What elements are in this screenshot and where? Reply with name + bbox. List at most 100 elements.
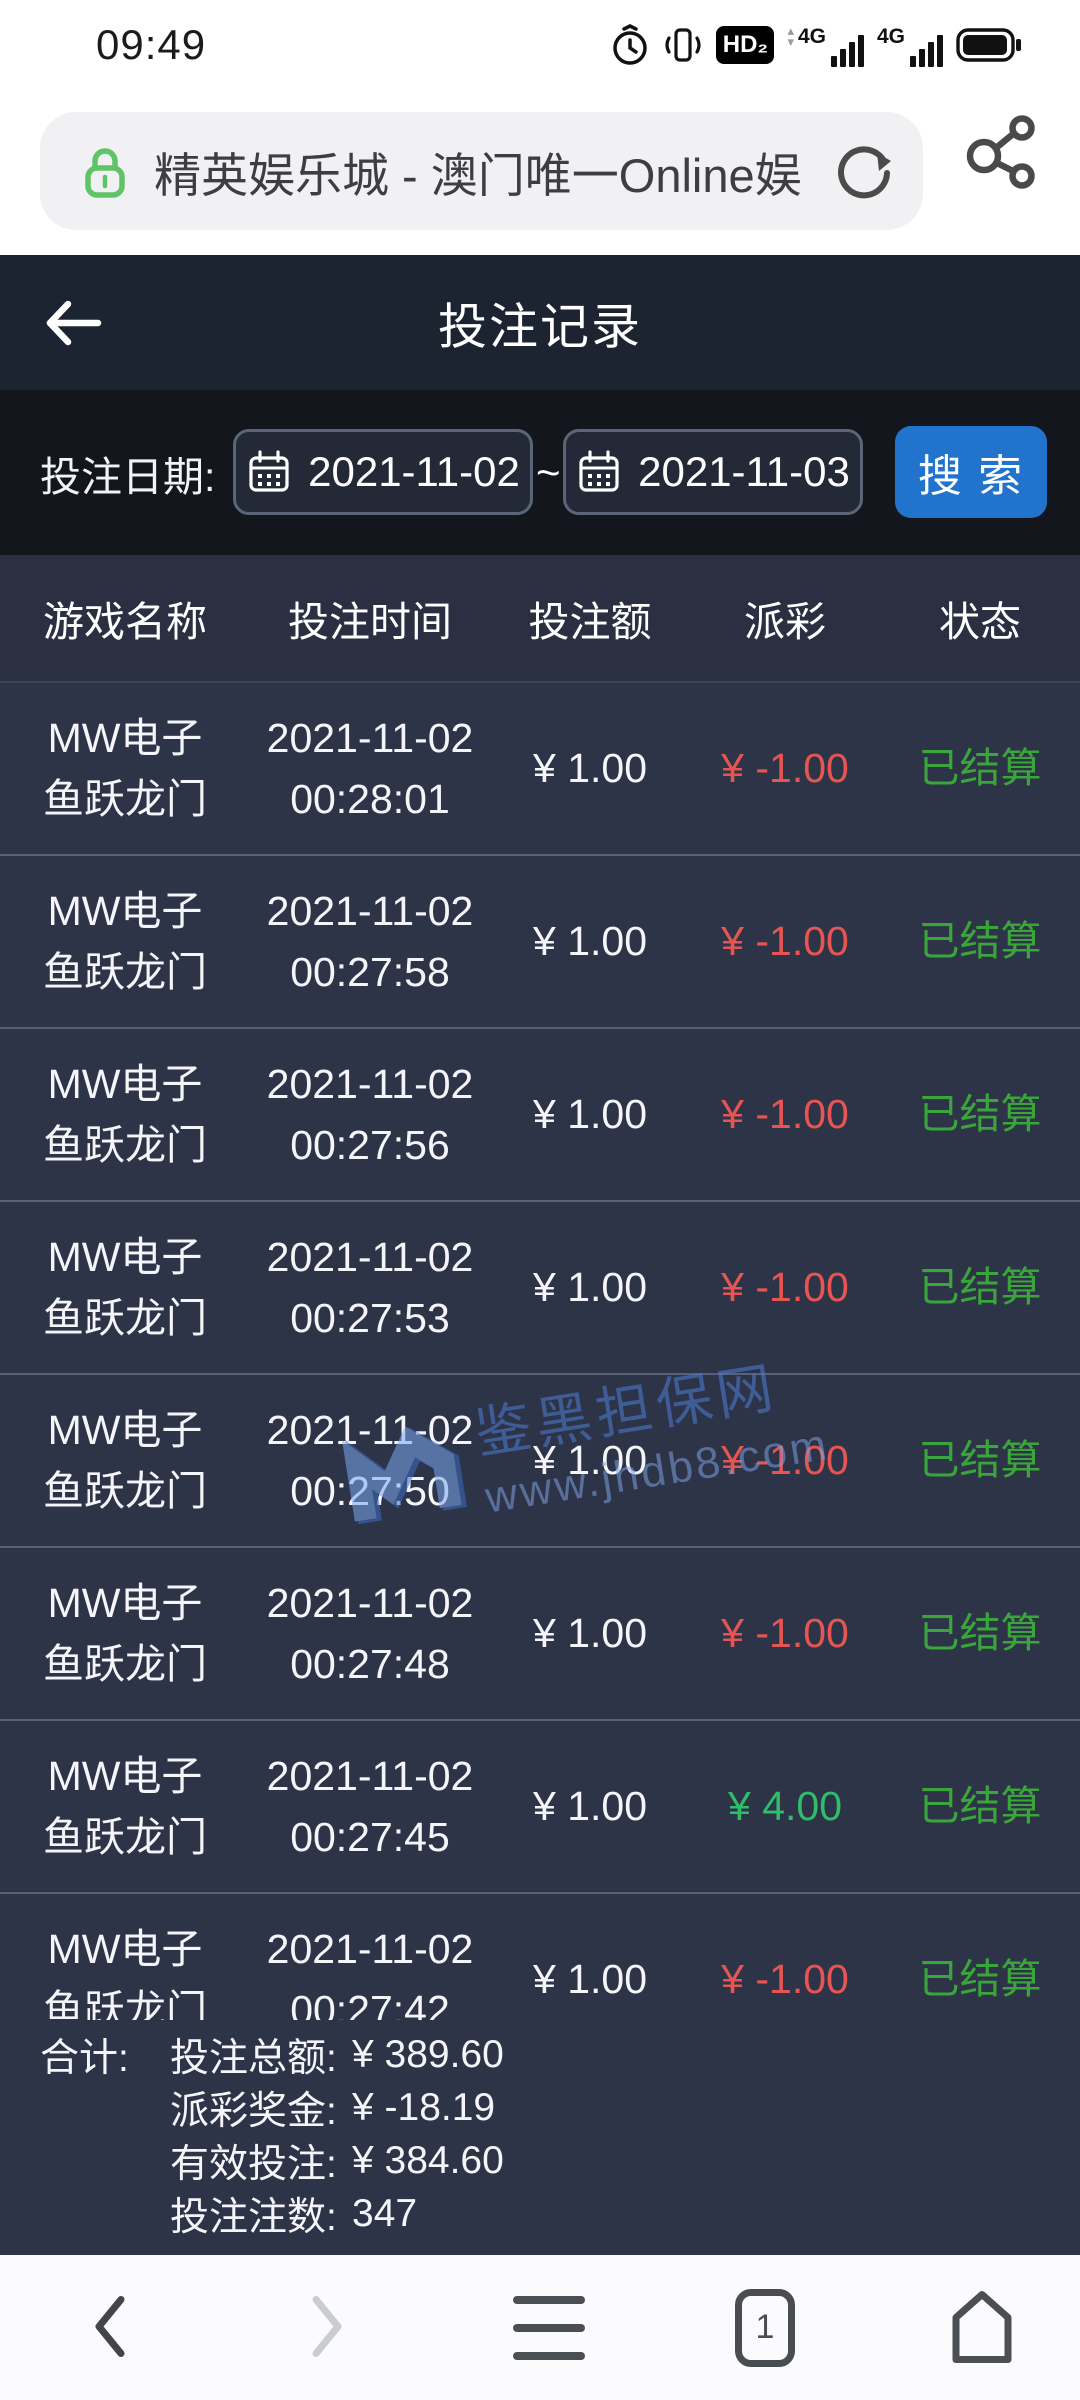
page-title: 投注记录 [437, 300, 642, 354]
calendar-icon [249, 450, 289, 492]
back-arrow-icon[interactable] [42, 296, 104, 350]
payout-amount: ¥ -1.00 [721, 1091, 849, 1137]
cell-game-name: MW电子 鱼跃龙门 [0, 1227, 250, 1349]
cell-status: 已结算 [880, 1776, 1080, 1837]
cell-payout: ¥ -1.00 [690, 1084, 880, 1145]
summary-line: 派彩奖金: ¥ -18.19 [0, 2081, 1080, 2134]
summary-item-label: 派彩奖金: [170, 2089, 337, 2133]
forward-chevron-icon [312, 2295, 342, 2357]
share-icon[interactable] [962, 114, 1038, 190]
bet-amount: ¥ 1.00 [533, 918, 647, 964]
summary-line: 合计: 投注总额: ¥ 389.60 [0, 2028, 1080, 2081]
payout-amount: ¥ -1.00 [721, 1956, 849, 2002]
game-provider: MW电子 [47, 1406, 203, 1453]
table-row: MW电子 鱼跃龙门 2021-11-02 00:27:53 ¥ 1.00 ¥ -… [0, 1202, 1080, 1375]
bet-amount: ¥ 1.00 [533, 745, 647, 791]
game-provider: MW电子 [47, 1925, 203, 1972]
table-row: MW电子 鱼跃龙门 2021-11-02 00:27:45 ¥ 1.00 ¥ 4… [0, 1721, 1080, 1894]
bet-amount: ¥ 1.00 [533, 1610, 647, 1656]
game-title: 鱼跃龙门 [43, 775, 207, 822]
table-row: MW电子 鱼跃龙门 2021-11-02 00:27:50 ¥ 1.00 ¥ -… [0, 1375, 1080, 1548]
cell-status: 已结算 [880, 1603, 1080, 1664]
summary-item-value: 347 [352, 2191, 418, 2235]
status-time: 09:49 [96, 21, 207, 68]
search-button[interactable]: 搜 索 [895, 426, 1047, 518]
bet-date: 2021-11-02 [266, 887, 474, 934]
status-icons: HD₂ ▴ ▾ 4G 4G [610, 0, 1022, 90]
hd-voice-icon: HD₂ [716, 26, 775, 64]
cell-bet-amount: ¥ 1.00 [490, 1603, 690, 1664]
bet-time: 00:27:56 [290, 1121, 450, 1168]
summary-item-value: ¥ 384.60 [352, 2138, 504, 2182]
page-title-url: 精英娱乐城 - 澳门唯一Online娱 [154, 148, 802, 202]
cell-bet-amount: ¥ 1.00 [490, 911, 690, 972]
status-badge: 已结算 [918, 1264, 1042, 1310]
status-badge: 已结算 [918, 918, 1042, 964]
date-to-picker[interactable]: 2021-11-03 [563, 429, 863, 515]
summary-item-label: 有效投注: [170, 2142, 337, 2186]
payout-amount: ¥ -1.00 [721, 1610, 849, 1656]
cell-payout: ¥ 4.00 [690, 1776, 880, 1837]
cell-bet-time: 2021-11-02 00:27:56 [250, 1054, 490, 1176]
game-title: 鱼跃龙门 [43, 1467, 207, 1514]
cell-game-name: MW电子 鱼跃龙门 [0, 1400, 250, 1522]
date-from-picker[interactable]: 2021-11-02 [233, 429, 533, 515]
table-row: MW电子 鱼跃龙门 2021-11-02 00:27:56 ¥ 1.00 ¥ -… [0, 1029, 1080, 1202]
cell-status: 已结算 [880, 1084, 1080, 1145]
summary-total-label: 合计: [40, 2036, 129, 2080]
payout-amount: ¥ -1.00 [721, 1437, 849, 1483]
nav-home-button[interactable] [945, 2287, 1019, 2368]
cell-bet-amount: ¥ 1.00 [490, 1776, 690, 1837]
cell-status: 已结算 [880, 911, 1080, 972]
col-payout: 派彩 [744, 599, 826, 645]
cell-game-name: MW电子 鱼跃龙门 [0, 881, 250, 1003]
cell-game-name: MW电子 鱼跃龙门 [0, 708, 250, 830]
col-status: 状态 [939, 599, 1021, 645]
game-title: 鱼跃龙门 [43, 1121, 207, 1168]
col-game-name: 游戏名称 [43, 599, 207, 645]
refresh-icon[interactable] [833, 139, 897, 203]
status-badge: 已结算 [918, 1091, 1042, 1137]
filter-bar: 投注日期: 2021-11-02 ~ [0, 390, 1080, 555]
cell-bet-amount: ¥ 1.00 [490, 1257, 690, 1318]
game-provider: MW电子 [47, 1752, 203, 1799]
table-row: MW电子 鱼跃龙门 2021-11-02 00:27:48 ¥ 1.00 ¥ -… [0, 1548, 1080, 1721]
cell-bet-time: 2021-11-02 00:27:45 [250, 1746, 490, 1868]
summary-item-value: ¥ 389.60 [352, 2032, 504, 2076]
bet-time: 00:27:50 [290, 1467, 450, 1514]
cell-bet-time: 2021-11-02 00:28:01 [250, 708, 490, 830]
cell-bet-time: 2021-11-02 00:27:48 [250, 1573, 490, 1695]
cell-game-name: MW电子 鱼跃龙门 [0, 1573, 250, 1695]
cell-status: 已结算 [880, 1949, 1080, 2010]
nav-forward-button[interactable] [310, 2293, 344, 2362]
address-bar[interactable]: 精英娱乐城 - 澳门唯一Online娱 [40, 112, 923, 230]
bet-date: 2021-11-02 [266, 1060, 474, 1107]
col-bet-time: 投注时间 [288, 599, 452, 645]
summary-item-value: ¥ -18.19 [352, 2085, 496, 2129]
signal-icon-sim2: 4G [877, 23, 943, 67]
bet-time: 00:27:53 [290, 1294, 450, 1341]
alarm-clock-icon [613, 24, 648, 65]
summary-item-label: 投注注数: [170, 2195, 337, 2239]
cell-bet-amount: ¥ 1.00 [490, 1084, 690, 1145]
cell-status: 已结算 [880, 1257, 1080, 1318]
table-header: 游戏名称 投注时间 投注额 派彩 状态 [0, 555, 1080, 683]
tab-count-icon: 1 [735, 2288, 795, 2367]
cell-bet-time: 2021-11-02 00:27:58 [250, 881, 490, 1003]
cell-bet-amount: ¥ 1.00 [490, 1430, 690, 1491]
secure-lock-icon [85, 148, 125, 198]
status-badge: 已结算 [918, 1783, 1042, 1829]
cell-payout: ¥ -1.00 [690, 1257, 880, 1318]
status-bar: 09:49 HD₂ ▴ ▾ 4G 4G [0, 0, 1080, 90]
nav-back-button[interactable] [93, 2293, 127, 2362]
cell-bet-time: 2021-11-02 00:27:42 [250, 1919, 490, 2041]
nav-tabs-button[interactable]: 1 [735, 2288, 795, 2367]
data-arrows-icon: ▴ ▾ [787, 23, 794, 49]
cell-payout: ¥ -1.00 [690, 738, 880, 799]
bet-time: 00:28:01 [290, 775, 450, 822]
cell-payout: ¥ -1.00 [690, 1430, 880, 1491]
table-row: MW电子 鱼跃龙门 2021-11-02 00:28:01 ¥ 1.00 ¥ -… [0, 683, 1080, 856]
bet-amount: ¥ 1.00 [533, 1091, 647, 1137]
nav-menu-button[interactable] [513, 2295, 585, 2360]
